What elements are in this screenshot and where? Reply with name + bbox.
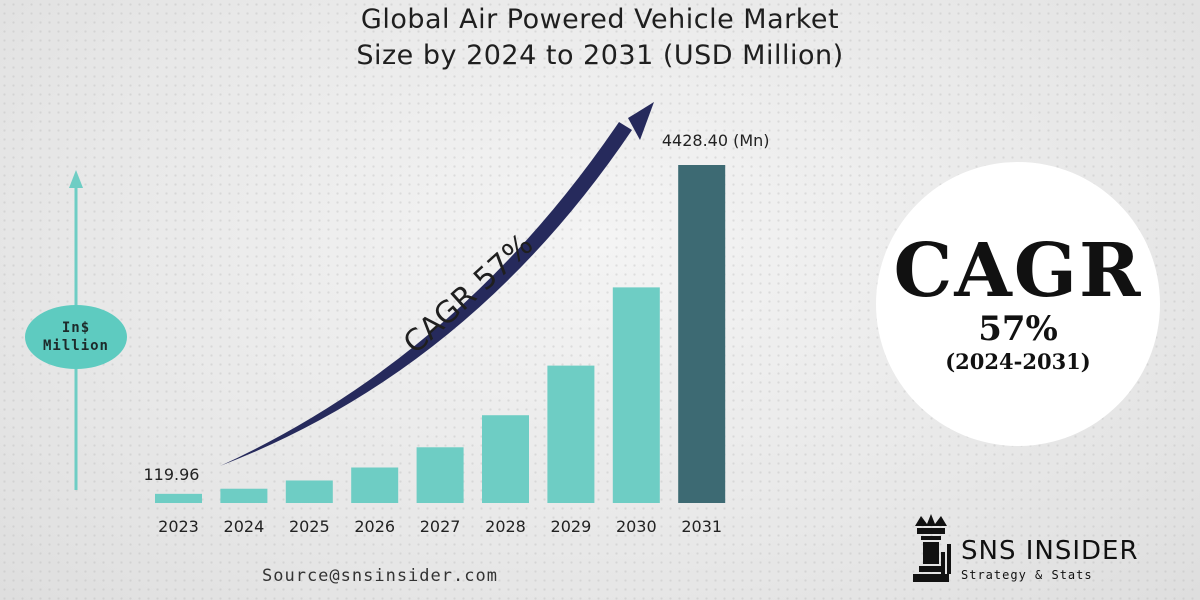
x-tick-label-2028: 2028 [485,517,526,536]
x-tick-label-2030: 2030 [616,517,657,536]
bar-2026 [351,467,399,503]
data-label-2031: 4428.40 (Mn) [662,131,770,150]
title-line-2: Size by 2024 to 2031 (USD Million) [356,40,844,71]
x-tick-label-2025: 2025 [289,517,330,536]
cagr-circle-percent: 57% [978,309,1058,349]
unit-badge-line-1: In$ [61,320,91,336]
y-axis-arrow-head [69,170,83,188]
bar-2031 [678,165,726,503]
title-line-1: Global Air Powered Vehicle Market [360,4,840,35]
bar-2029 [547,365,595,503]
cagr-arrow-head [628,102,654,140]
bar-2024 [220,488,268,503]
data-label-2023: 119.96 [144,465,200,484]
bar-2023 [155,493,202,503]
source-text: Source@snsinsider.com [262,566,498,586]
cagr-circle-range: (2024-2031) [945,349,1091,374]
x-tick-label-2031: 2031 [681,517,722,536]
logo-tagline: Strategy & Stats [961,568,1093,582]
x-tick-label-2029: 2029 [551,517,592,536]
cagr-circle-heading: CAGR [893,228,1143,314]
x-tick-label-2026: 2026 [354,517,395,536]
x-tick-label-2024: 2024 [224,517,265,536]
bar-2025 [285,480,333,503]
x-tick-label-2023: 2023 [158,517,199,536]
bar-2030 [612,287,660,503]
bar-2027 [416,447,464,503]
cagr-circle: CAGR 57% (2024-2031) [876,162,1160,446]
x-tick-label-2027: 2027 [420,517,461,536]
cagr-arrow-label: CAGR 57% [397,227,540,361]
bar-2028 [482,415,529,503]
unit-badge: In$ Million [25,305,127,369]
chess-king-icon [913,514,951,582]
logo-name: SNS INSIDER [961,536,1139,566]
unit-badge-line-2: Million [42,338,109,354]
chart-title: Global Air Powered Vehicle Market Size b… [0,2,1200,74]
sns-insider-logo: SNS INSIDER Strategy & Stats [905,512,1165,592]
